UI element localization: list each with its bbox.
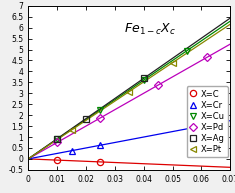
Legend: X=C, X=Cr, X=Cu, X=Pd, X=Ag, X=Pt: X=C, X=Cr, X=Cu, X=Pd, X=Ag, X=Pt [187,86,228,157]
Text: Fe$_{1-c}$X$_c$: Fe$_{1-c}$X$_c$ [124,22,175,37]
